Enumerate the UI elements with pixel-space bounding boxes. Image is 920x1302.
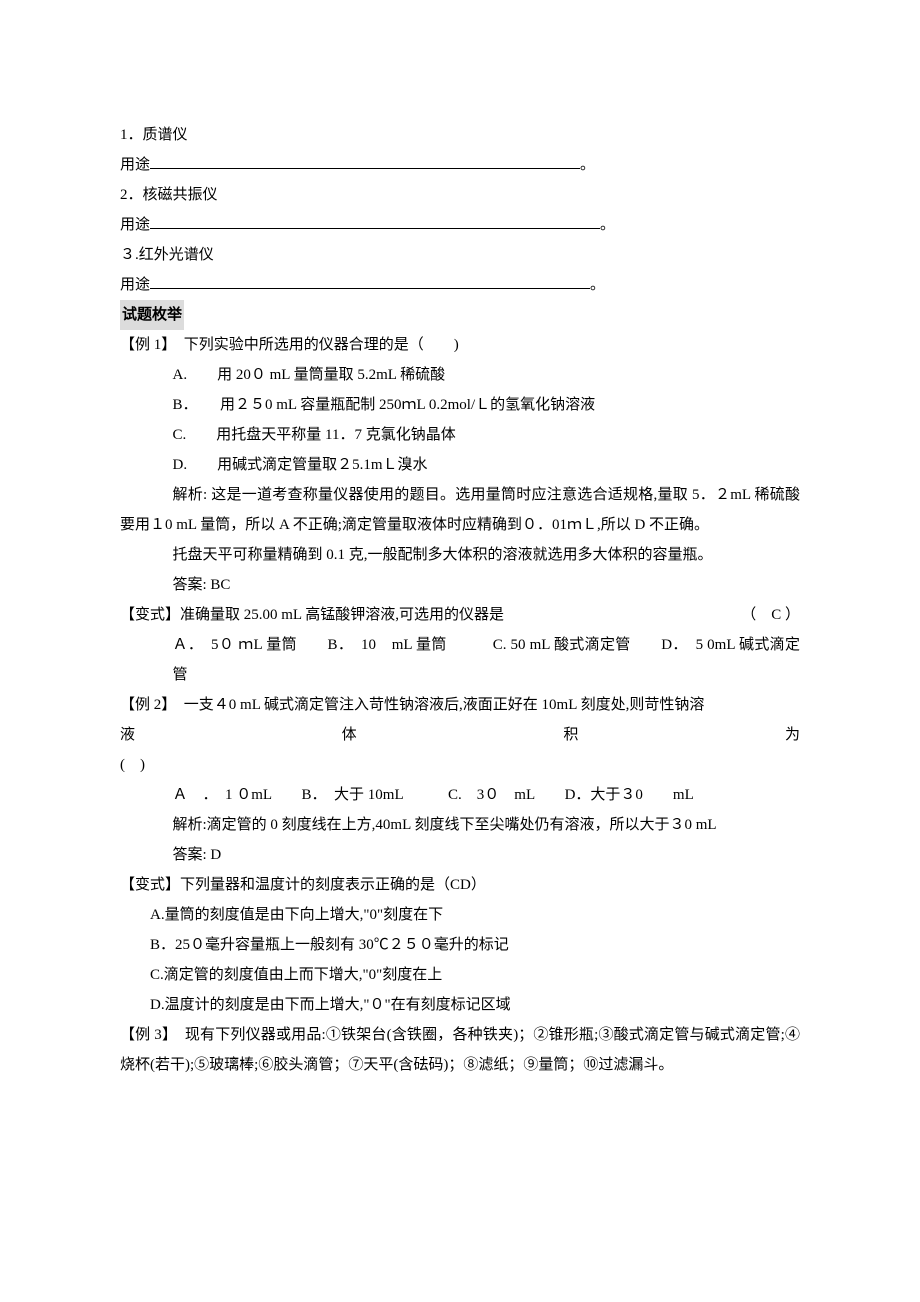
item-name: 核磁共振仪 [143, 187, 218, 203]
variant2-stem: 【变式】下列量器和温度计的刻度表示正确的是（CD） [120, 870, 800, 900]
v2-option-a: A.量筒的刻度值是由下向上增大,"0"刻度在下 [120, 900, 800, 930]
usage-label: 用途 [120, 157, 150, 173]
item-number: ３. [120, 247, 139, 263]
option-c: C. 用托盘天平称量 11．7 克氯化钠晶体 [120, 420, 800, 450]
example2-stem: 【例 2】 一支４0 mL 碱式滴定管注入苛性钠溶液后,液面正好在 10mL 刻… [120, 690, 800, 720]
answer-label: 答案: [173, 577, 207, 593]
e2-analysis: 解析:滴定管的 0 刻度线在上方,40mL 刻度线下至尖嘴处仍有溶液，所以大于３… [120, 810, 800, 840]
spread-word: 体 [342, 720, 357, 750]
blank-field[interactable] [150, 151, 580, 169]
example-tag: 【例 2】 [120, 697, 169, 713]
instrument-usage-1: 用途。 [120, 150, 800, 180]
instrument-usage-2: 用途。 [120, 210, 800, 240]
answer-label: 答案: [173, 847, 207, 863]
example-tag: 【例 1】 [120, 337, 169, 353]
item-name: 质谱仪 [143, 127, 188, 143]
example-2: 【例 2】 一支４0 mL 碱式滴定管注入苛性钠溶液后,液面正好在 10mL 刻… [120, 690, 800, 870]
option-a: A. 用 20０ mL 量筒量取 5.2mL 稀硫酸 [120, 360, 800, 390]
section-title: 试题枚举 [120, 300, 184, 330]
paren-line: ( ) [120, 750, 800, 780]
usage-label: 用途 [120, 217, 150, 233]
option-d: D. 用碱式滴定管量取２5.1mＬ溴水 [120, 450, 800, 480]
instrument-item-2: 2．核磁共振仪 [120, 180, 800, 210]
variant-2: 【变式】下列量器和温度计的刻度表示正确的是（CD） A.量筒的刻度值是由下向上增… [120, 870, 800, 1020]
item-name: 红外光谱仪 [139, 247, 214, 263]
variant-tag: 【变式】 [120, 877, 180, 893]
example-tag: 【例 3】 [120, 1027, 170, 1043]
blank-field[interactable] [150, 211, 600, 229]
options-text: Ａ ． 1 ０mL B． 大于 10mL C. 3０ mL D．大于３0 mL [173, 787, 694, 803]
variant-answer-paren: （ C ） [741, 600, 800, 630]
analysis-text: 这是一道考查称量仪器使用的题目。选用量筒时应注意选合适规格,量取 5．２mL 稀… [120, 487, 800, 533]
example-3: 【例 3】 现有下列仪器或用品:①铁架台(含铁圈，各种铁夹)；②锥形瓶;③酸式滴… [120, 1020, 800, 1080]
example-stem: 【例 1】 下列实验中所选用的仪器合理的是（ ) [120, 330, 800, 360]
analysis-cont: 托盘天平可称量精确到 0.1 克,一般配制多大体积的溶液就选用多大体积的容量瓶。 [120, 540, 800, 570]
usage-label: 用途 [120, 277, 150, 293]
answer-value: BC [210, 577, 230, 593]
analysis-text-2: 托盘天平可称量精确到 0.1 克,一般配制多大体积的溶液就选用多大体积的容量瓶。 [173, 547, 713, 563]
analysis-block: 解析: 这是一道考查称量仪器使用的题目。选用量筒时应注意选合适规格,量取 5．２… [120, 480, 800, 540]
variant-stem-row: 【变式】准确量取 25.00 mL 高锰酸钾溶液,可选用的仪器是 （ C ） [120, 600, 800, 630]
options-text: Ａ． 5０ ｍL 量筒 B． 10 mL 量筒 C. 50 mL 酸式滴定管 D… [173, 637, 801, 683]
e2-options: Ａ ． 1 ０mL B． 大于 10mL C. 3０ mL D．大于３0 mL [120, 780, 800, 810]
variant-stem-left: 【变式】准确量取 25.00 mL 高锰酸钾溶液,可选用的仪器是 [120, 600, 504, 630]
instrument-item-1: 1．质谱仪 [120, 120, 800, 150]
spread-word: 为 [785, 720, 800, 750]
analysis-label: 解析: [120, 487, 207, 503]
variant-1: 【变式】准确量取 25.00 mL 高锰酸钾溶液,可选用的仪器是 （ C ） Ａ… [120, 600, 800, 690]
instrument-usage-3: 用途。 [120, 270, 800, 300]
spread-word: 液 [120, 720, 135, 750]
answer-line: 答案: BC [120, 570, 800, 600]
v2-option-b: B．25０毫升容量瓶上一般刻有 30℃２５０毫升的标记 [120, 930, 800, 960]
analysis-label: 解析: [173, 817, 207, 833]
item-number: 2． [120, 187, 143, 203]
variant-stem: 准确量取 25.00 mL 高锰酸钾溶液,可选用的仪器是 [180, 607, 504, 623]
analysis-text: 滴定管的 0 刻度线在上方,40mL 刻度线下至尖嘴处仍有溶液，所以大于３0 m… [207, 817, 717, 833]
variant-stem: 下列量器和温度计的刻度表示正确的是（CD） [180, 877, 486, 893]
stem-text: 下列实验中所选用的仪器合理的是（ ) [184, 337, 459, 353]
section-divider: 试题枚举 [120, 300, 800, 330]
blank-field[interactable] [150, 271, 590, 289]
e2-answer: 答案: D [120, 840, 800, 870]
v2-option-d: D.温度计的刻度是由下而上增大,"０"在有刻度标记区域 [120, 990, 800, 1020]
stem-text: 现有下列仪器或用品:①铁架台(含铁圈，各种铁夹)；②锥形瓶;③酸式滴定管与碱式滴… [120, 1027, 800, 1073]
variant-tag: 【变式】 [120, 607, 180, 623]
example-1: 【例 1】 下列实验中所选用的仪器合理的是（ ) A. 用 20０ mL 量筒量… [120, 330, 800, 600]
spread-word: 积 [563, 720, 578, 750]
spread-line: 液 体 积 为 [120, 720, 800, 750]
option-b: B． 用２５0 mL 容量瓶配制 250ｍL 0.2mol/Ｌ的氢氧化钠溶液 [120, 390, 800, 420]
item-number: 1． [120, 127, 143, 143]
answer-value: D [210, 847, 221, 863]
stem-text: 一支４0 mL 碱式滴定管注入苛性钠溶液后,液面正好在 10mL 刻度处,则苛性… [184, 697, 705, 713]
instruments-section: 1．质谱仪 用途。 2．核磁共振仪 用途。 ３.红外光谱仪 用途。 [120, 120, 800, 300]
variant-options: Ａ． 5０ ｍL 量筒 B． 10 mL 量筒 C. 50 mL 酸式滴定管 D… [120, 630, 800, 690]
v2-option-c: C.滴定管的刻度值由上而下增大,"0"刻度在上 [120, 960, 800, 990]
instrument-item-3: ３.红外光谱仪 [120, 240, 800, 270]
